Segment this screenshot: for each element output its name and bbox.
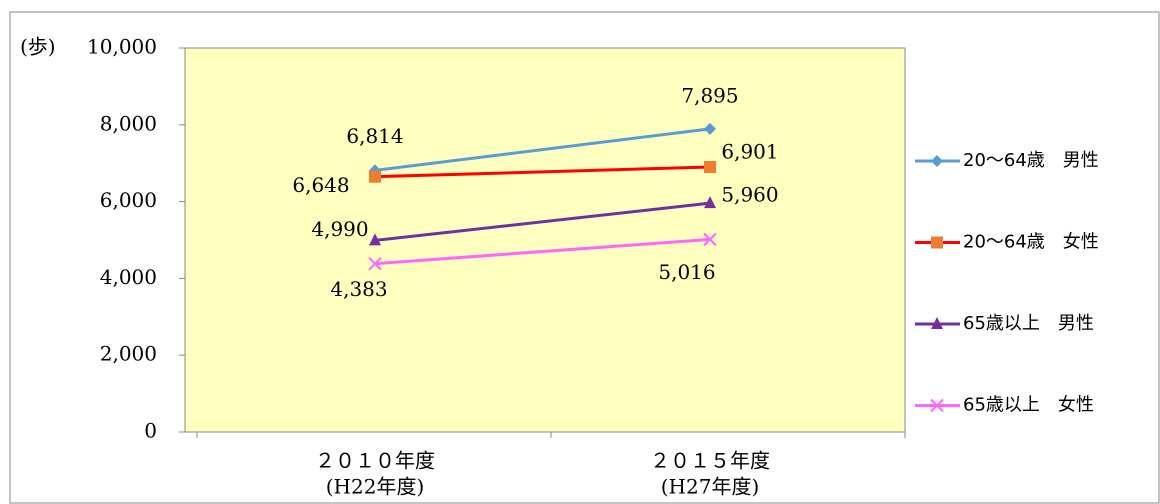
legend-label: 20～64歳 女性 <box>963 232 1099 253</box>
series-line <box>374 127 711 172</box>
data-label: 5,016 <box>658 260 715 284</box>
marker <box>931 317 943 329</box>
marker <box>930 398 944 413</box>
legend-label: 65歳以上 男性 <box>963 313 1094 334</box>
x-tick-label: (H22年度) <box>326 475 425 499</box>
series-line <box>374 237 711 266</box>
data-label: 4,383 <box>330 277 387 301</box>
data-label: 7,895 <box>681 83 738 107</box>
data-label: 6,648 <box>292 173 349 197</box>
marker <box>931 236 943 249</box>
marker <box>369 170 381 183</box>
y-tick-label: 0 <box>144 419 157 443</box>
series-line <box>374 201 711 242</box>
y-tick-label: 2,000 <box>100 342 157 366</box>
data-label: 6,901 <box>721 140 778 164</box>
marker <box>368 256 382 271</box>
x-tick-label: ２０１０年度 <box>315 449 435 473</box>
y-tick-label: 10,000 <box>87 35 157 59</box>
series-line <box>374 165 711 179</box>
y-tick-label: 6,000 <box>100 188 157 212</box>
y-unit: (歩) <box>20 35 56 59</box>
legend-label: 65歳以上 女性 <box>963 395 1094 416</box>
data-label: 6,814 <box>346 124 403 148</box>
marker <box>931 155 943 167</box>
marker <box>703 232 717 247</box>
marker <box>369 233 381 246</box>
plot-area <box>184 47 906 433</box>
data-label: 5,960 <box>721 183 778 207</box>
marker <box>704 161 716 174</box>
data-label: 4,990 <box>311 217 368 241</box>
marker <box>704 196 716 209</box>
y-tick-label: 8,000 <box>100 111 157 135</box>
y-tick-label: 4,000 <box>100 265 157 289</box>
marker <box>704 122 716 135</box>
legend-label: 20～64歳 男性 <box>963 150 1099 171</box>
x-tick-label: (H27年度) <box>661 475 760 499</box>
x-tick-label: ２０１５年度 <box>650 449 770 473</box>
